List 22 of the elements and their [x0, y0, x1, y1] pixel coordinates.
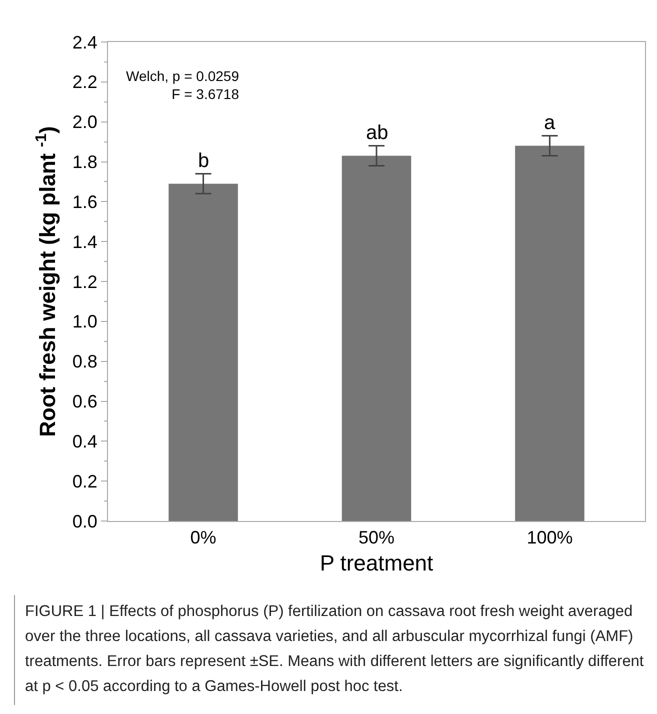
- y-tick-label: 1.0: [72, 312, 98, 332]
- y-tick-label: 1.2: [72, 272, 98, 292]
- x-axis-title: P treatment: [320, 550, 434, 576]
- caption: FIGURE 1 | Effects of phosphorus (P) fertilization on cassava root fresh weight averaged over the three locations, all cassava varieties, and all arbuscular mycorrhizal fungi (AMF) treatments. Error bars represent ±SE. Means with different letters are significantly different at p < 0.05 according to a Games-Howell post hoc test.: [14, 595, 645, 705]
- y-tick-label: 0.4: [72, 431, 98, 452]
- annotation: b: [198, 150, 210, 172]
- annotation: a: [544, 112, 556, 134]
- y-tick-label: 1.6: [72, 192, 98, 212]
- y-tick-label: 1.4: [72, 232, 98, 252]
- y-tick-label: 2.0: [72, 112, 98, 132]
- x-tick-label: 50%: [358, 528, 395, 548]
- annotation: Welch, p = 0.0259 F = 3.6718: [126, 68, 240, 102]
- y-tick-label: 0.0: [72, 511, 98, 532]
- y-tick-label: 0.8: [72, 352, 98, 372]
- y-tick-label: 2.2: [72, 72, 98, 92]
- y-tick-label: 1.8: [72, 152, 98, 172]
- annotation: ab: [366, 122, 388, 144]
- x-tick-label: 0%: [190, 528, 216, 548]
- y-tick-label: 0.6: [72, 392, 98, 412]
- y-tick-label: 0.2: [72, 471, 98, 492]
- y-tick-label: 2.4: [72, 32, 98, 52]
- x-tick-label: 100%: [526, 528, 573, 548]
